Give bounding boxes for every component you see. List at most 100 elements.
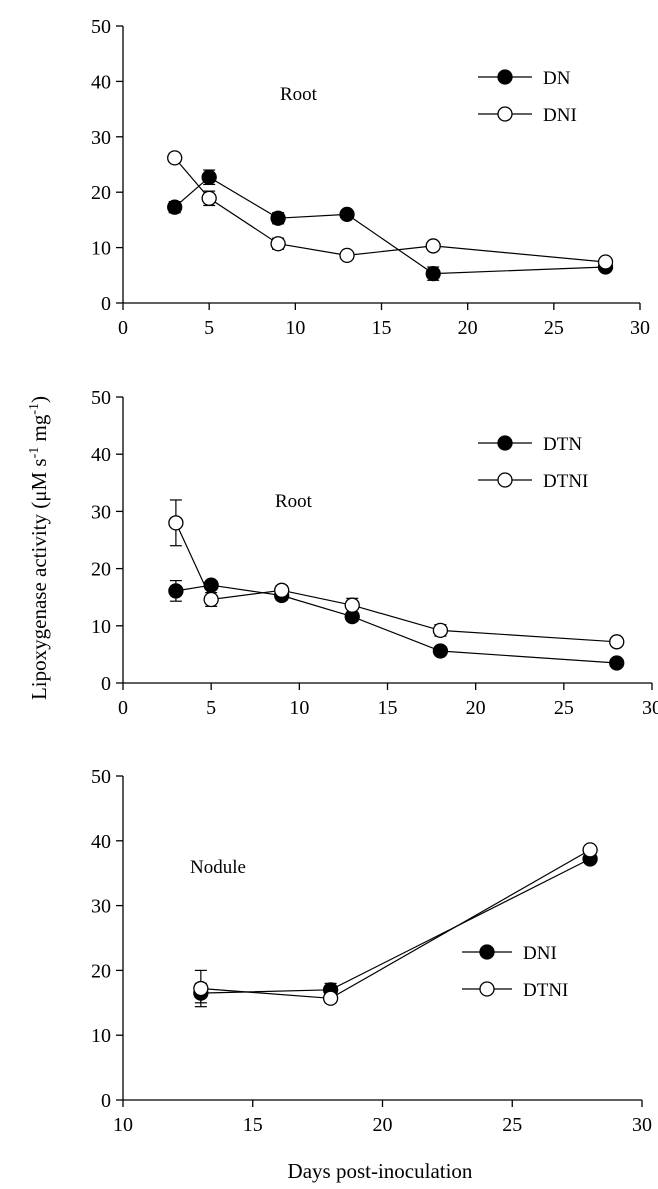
series-line <box>200 858 591 994</box>
legend-label: DNI <box>523 943 557 964</box>
data-point <box>582 842 598 858</box>
series-dni <box>167 150 614 270</box>
series-line <box>200 849 591 999</box>
data-point <box>168 515 184 531</box>
legend-entry-dni: DNI <box>478 105 577 126</box>
data-point <box>425 238 441 254</box>
legend-marker <box>497 106 513 122</box>
data-point <box>201 169 217 185</box>
y-axis-title-sup2: -1 <box>27 403 42 415</box>
x-tick-label: 25 <box>544 317 564 339</box>
legend-entry-dtn: DTN <box>478 434 582 455</box>
x-tick-label: 0 <box>118 697 128 719</box>
legend-label: DN <box>543 68 571 89</box>
series-dtni <box>168 499 625 650</box>
y-tick-label: 50 <box>91 766 111 788</box>
x-tick-label: 10 <box>289 697 309 719</box>
data-point <box>609 634 625 650</box>
x-tick-label: 20 <box>458 317 478 339</box>
legend-label: DTN <box>543 434 582 455</box>
x-tick-label: 10 <box>113 1114 133 1136</box>
legend-entry-dni: DNI <box>462 943 557 964</box>
legend-marker <box>497 472 513 488</box>
data-point <box>167 150 183 166</box>
x-tick-label: 30 <box>630 317 650 339</box>
y-tick-label: 0 <box>101 293 111 315</box>
data-point <box>339 206 355 223</box>
legend-label: DTNI <box>523 980 568 1001</box>
y-axis-title-sup1: -1 <box>27 447 42 459</box>
y-tick-label: 10 <box>91 616 111 638</box>
x-tick-label: 5 <box>206 697 216 719</box>
x-tick-label: 30 <box>642 697 658 719</box>
x-tick-label: 0 <box>118 317 128 339</box>
y-tick-label: 30 <box>91 501 111 523</box>
chart-panel-2: 0 10 20 30 40 50 0 5 10 15 20 25 30 Root DTN DTNI <box>91 387 658 719</box>
x-tick-label: 25 <box>502 1114 522 1136</box>
y-tick-label: 50 <box>91 387 111 409</box>
y-tick-label: 50 <box>91 16 111 38</box>
legend-entry-dn: DN <box>478 68 571 89</box>
data-point <box>432 643 449 659</box>
data-point <box>201 190 217 206</box>
x-tick-label: 15 <box>243 1114 263 1136</box>
data-point <box>270 210 286 226</box>
data-point <box>344 597 360 613</box>
series-line <box>175 584 617 664</box>
panel-label: Root <box>280 84 318 105</box>
y-tick-label: 0 <box>101 673 111 695</box>
x-axis-title: Days post-inoculation <box>288 1159 473 1183</box>
x-tick-label: 5 <box>204 317 214 339</box>
x-tick-label: 10 <box>285 317 305 339</box>
legend-marker <box>497 69 513 85</box>
y-tick-label: 40 <box>91 71 111 93</box>
y-tick-label: 0 <box>101 1090 111 1112</box>
legend-entry-dtni: DTNI <box>478 471 588 492</box>
data-point <box>609 655 625 671</box>
legend-label: DTNI <box>543 471 588 492</box>
data-point <box>270 236 286 252</box>
data-point <box>167 199 183 215</box>
data-point <box>168 583 184 599</box>
y-tick-label: 30 <box>91 127 111 149</box>
x-tick-label: 15 <box>378 697 398 719</box>
y-axis-title: Lipoxygenase activity (μM s-1 mg-1) <box>27 396 51 700</box>
data-point <box>274 582 290 598</box>
y-axis-title-main: Lipoxygenase activity (μM s <box>27 458 51 700</box>
series-line <box>175 522 617 643</box>
legend-label: DNI <box>543 105 577 126</box>
y-axis-title-end: ) <box>27 396 51 403</box>
data-point <box>339 247 355 264</box>
data-point <box>322 990 339 1006</box>
y-tick-label: 20 <box>91 182 111 204</box>
y-tick-label: 20 <box>91 960 111 982</box>
series-line <box>174 176 606 275</box>
y-axis-title-mid: mg <box>27 414 51 447</box>
x-tick-label: 20 <box>373 1114 393 1136</box>
y-tick-label: 10 <box>91 238 111 260</box>
y-tick-label: 10 <box>91 1025 111 1047</box>
legend-entry-dtni: DTNI <box>462 980 568 1001</box>
data-point <box>432 622 449 639</box>
data-point <box>425 265 441 282</box>
data-point <box>597 254 614 270</box>
y-tick-label: 30 <box>91 896 111 918</box>
x-tick-label: 15 <box>372 317 392 339</box>
y-tick-label: 40 <box>91 444 111 466</box>
legend-marker <box>479 981 495 997</box>
legend-marker <box>479 944 495 960</box>
panel-label: Root <box>275 491 313 512</box>
legend-marker <box>497 435 513 451</box>
data-point <box>203 591 219 608</box>
series-dn <box>167 169 614 282</box>
x-tick-label: 20 <box>466 697 486 719</box>
series-line <box>174 157 606 263</box>
series-dtn <box>168 577 625 671</box>
y-tick-label: 20 <box>91 559 111 581</box>
panel-label: Nodule <box>190 857 246 878</box>
chart-panel-1: 0 10 20 30 40 50 0 5 10 15 20 25 30 Root DN DNI <box>91 16 650 339</box>
x-tick-label: 30 <box>632 1114 652 1136</box>
